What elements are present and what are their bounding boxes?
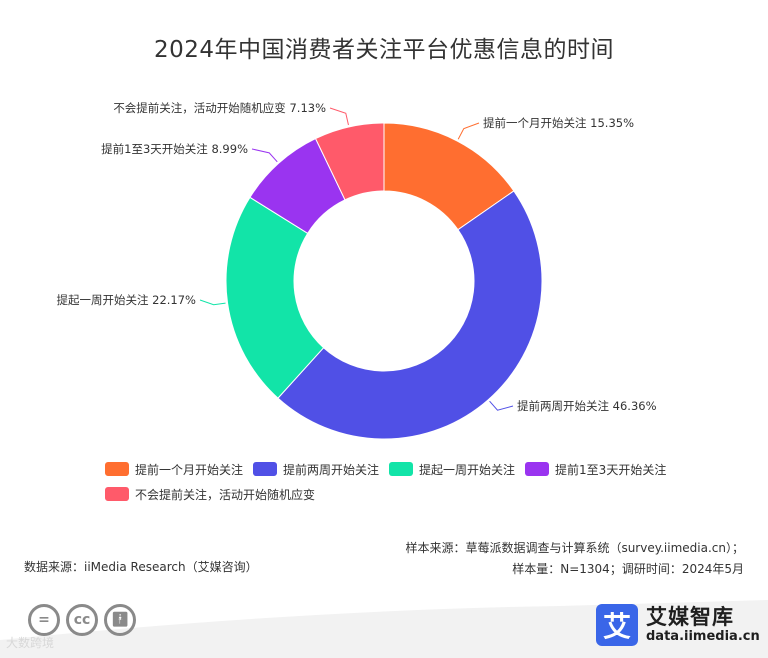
legend-label-3: 提起一周开始关注 [419,462,516,477]
legend-swatch-2 [253,462,278,476]
legend: 提前一个月开始关注 提前两周开始关注 提起一周开始关注 提前1至3天开始关注 不… [105,458,705,508]
donut-slice-5[interactable] [314,122,385,201]
sample-source: 样本来源：草莓派数据调查与计算系统（survey.iimedia.cn）； [405,541,744,555]
leader-line-2 [489,400,514,411]
legend-item-2[interactable]: 提前两周开始关注 [253,461,379,478]
sample-size: 样本量：N=1304；调研时间：2024年5月 [512,562,744,576]
brand-url: data.iimedia.cn [646,629,760,644]
data-source: 数据来源：iiMedia Research（艾媒咨询） [24,560,258,574]
cc-person-icon: 🚹︎ [104,604,136,636]
legend-swatch-4 [525,462,550,476]
legend-row-1: 提前一个月开始关注 提前两周开始关注 提起一周开始关注 提前1至3天开始关注 [105,458,705,480]
license-icons: = cc 🚹︎ [28,604,136,636]
legend-label-5: 不会提前关注，活动开始随机应变 [135,487,316,502]
legend-row-2: 不会提前关注，活动开始随机应变 [105,483,705,505]
legend-item-5[interactable]: 不会提前关注，活动开始随机应变 [105,486,315,503]
slice-label-5: 不会提前关注，活动开始随机应变 7.13% [113,101,326,115]
legend-item-1[interactable]: 提前一个月开始关注 [105,461,243,478]
leader-line-5 [329,107,349,126]
leader-line-1 [457,122,480,140]
slice-label-2: 提前两周开始关注 46.36% [517,399,657,413]
chart-title: 2024年中国消费者关注平台优惠信息的时间 [153,37,615,63]
legend-swatch-1 [105,462,129,476]
legend-label-2: 提前两周开始关注 [283,462,380,477]
leader-line-4 [251,148,278,163]
donut-slice-2[interactable] [277,190,543,440]
sample-info: 样本来源：草莓派数据调查与计算系统（survey.iimedia.cn）； 样本… [405,538,744,580]
legend-label-4: 提前1至3天开始关注 [555,462,667,477]
legend-label-1: 提前一个月开始关注 [135,462,244,477]
slice-label-3: 提起一周开始关注 22.17% [56,293,196,307]
brand: 艾 艾媒智库 data.iimedia.cn [596,604,760,646]
donut-slice-3[interactable] [225,196,325,399]
legend-swatch-5 [105,487,129,501]
watermark: 大数跨境 [6,636,55,650]
legend-swatch-3 [389,462,414,476]
leader-line-3 [199,299,226,306]
cc-icon: cc [66,604,98,636]
brand-name: 艾媒智库 [646,605,734,629]
cc-equal-icon: = [28,604,60,636]
legend-item-4[interactable]: 提前1至3天开始关注 [525,461,666,478]
donut-chart: 提前一个月开始关注 15.35% 提前两周开始关注 46.36% 提起一周开始关注 … [56,101,657,440]
slice-label-4: 提前1至3天开始关注 8.99% [101,142,248,156]
bottom-band [0,600,768,658]
brand-text: 艾媒智库 data.iimedia.cn [646,605,760,645]
slice-label-1: 提前一个月开始关注 15.35% [483,116,634,130]
legend-item-3[interactable]: 提起一周开始关注 [389,461,515,478]
brand-logo-icon: 艾 [596,604,638,646]
